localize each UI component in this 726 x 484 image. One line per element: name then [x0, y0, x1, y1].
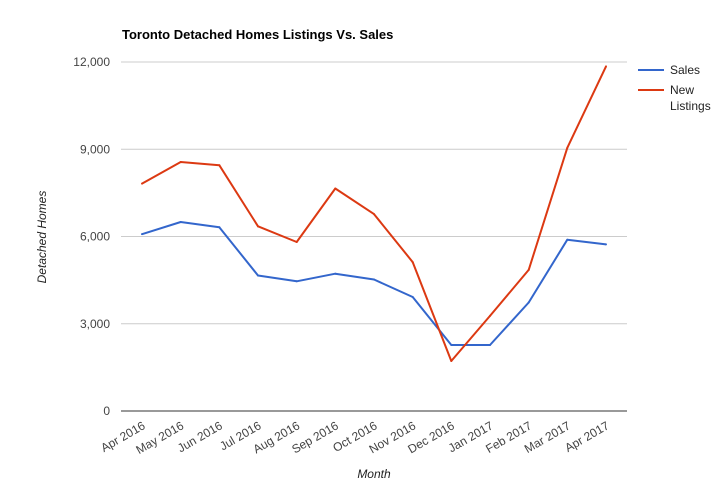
data-point-new-listings — [605, 65, 607, 68]
data-point-new-listings — [141, 182, 143, 185]
x-axis-title: Month — [357, 467, 391, 481]
data-point-sales — [373, 278, 375, 281]
gridlines — [121, 61, 627, 412]
x-tick-label: Jun 2016 — [175, 418, 225, 455]
data-point-sales — [605, 243, 607, 246]
data-point-sales — [295, 280, 298, 283]
data-point-new-listings — [566, 146, 569, 149]
data-point-sales — [489, 343, 491, 346]
data-point-sales — [141, 233, 143, 236]
data-point-new-listings — [295, 241, 298, 244]
data-point-sales — [566, 238, 569, 241]
data-point-sales — [411, 295, 414, 298]
legend-label: Listings — [670, 99, 711, 113]
legend-label: Sales — [670, 63, 700, 77]
legend-item-sales: Sales — [638, 63, 700, 77]
y-tick-label: 6,000 — [80, 230, 110, 244]
data-point-new-listings — [373, 213, 375, 216]
data-point-new-listings — [257, 225, 259, 228]
y-tick-label: 0 — [103, 404, 110, 418]
series-line-sales — [141, 221, 607, 346]
chart-title: Toronto Detached Homes Listings Vs. Sale… — [122, 27, 393, 42]
data-point-sales — [334, 272, 337, 275]
y-tick-label: 12,000 — [73, 55, 110, 69]
legend-item-new-listings: New Listings — [638, 83, 711, 113]
data-point-sales — [218, 226, 221, 229]
data-point-new-listings — [411, 261, 414, 264]
y-tick-label: 3,000 — [80, 317, 110, 331]
y-axis-title: Detached Homes — [35, 191, 49, 284]
data-point-sales — [179, 220, 182, 223]
data-point-new-listings — [489, 314, 491, 317]
data-point-sales — [527, 301, 530, 304]
data-point-sales — [257, 274, 259, 277]
y-tick-label: 9,000 — [80, 142, 110, 156]
legend: Sales New Listings — [638, 63, 711, 113]
data-point-new-listings — [179, 161, 182, 164]
data-point-new-listings — [334, 187, 337, 190]
data-point-new-listings — [527, 268, 530, 271]
data-point-sales — [450, 343, 453, 346]
data-point-new-listings — [218, 164, 221, 167]
y-axis-ticks: 0 3,000 6,000 9,000 12,000 — [73, 55, 110, 418]
data-point-new-listings — [450, 359, 453, 362]
series-lines — [141, 65, 607, 362]
x-tick-label: Apr 2017 — [562, 418, 611, 455]
legend-label: New — [670, 83, 694, 97]
